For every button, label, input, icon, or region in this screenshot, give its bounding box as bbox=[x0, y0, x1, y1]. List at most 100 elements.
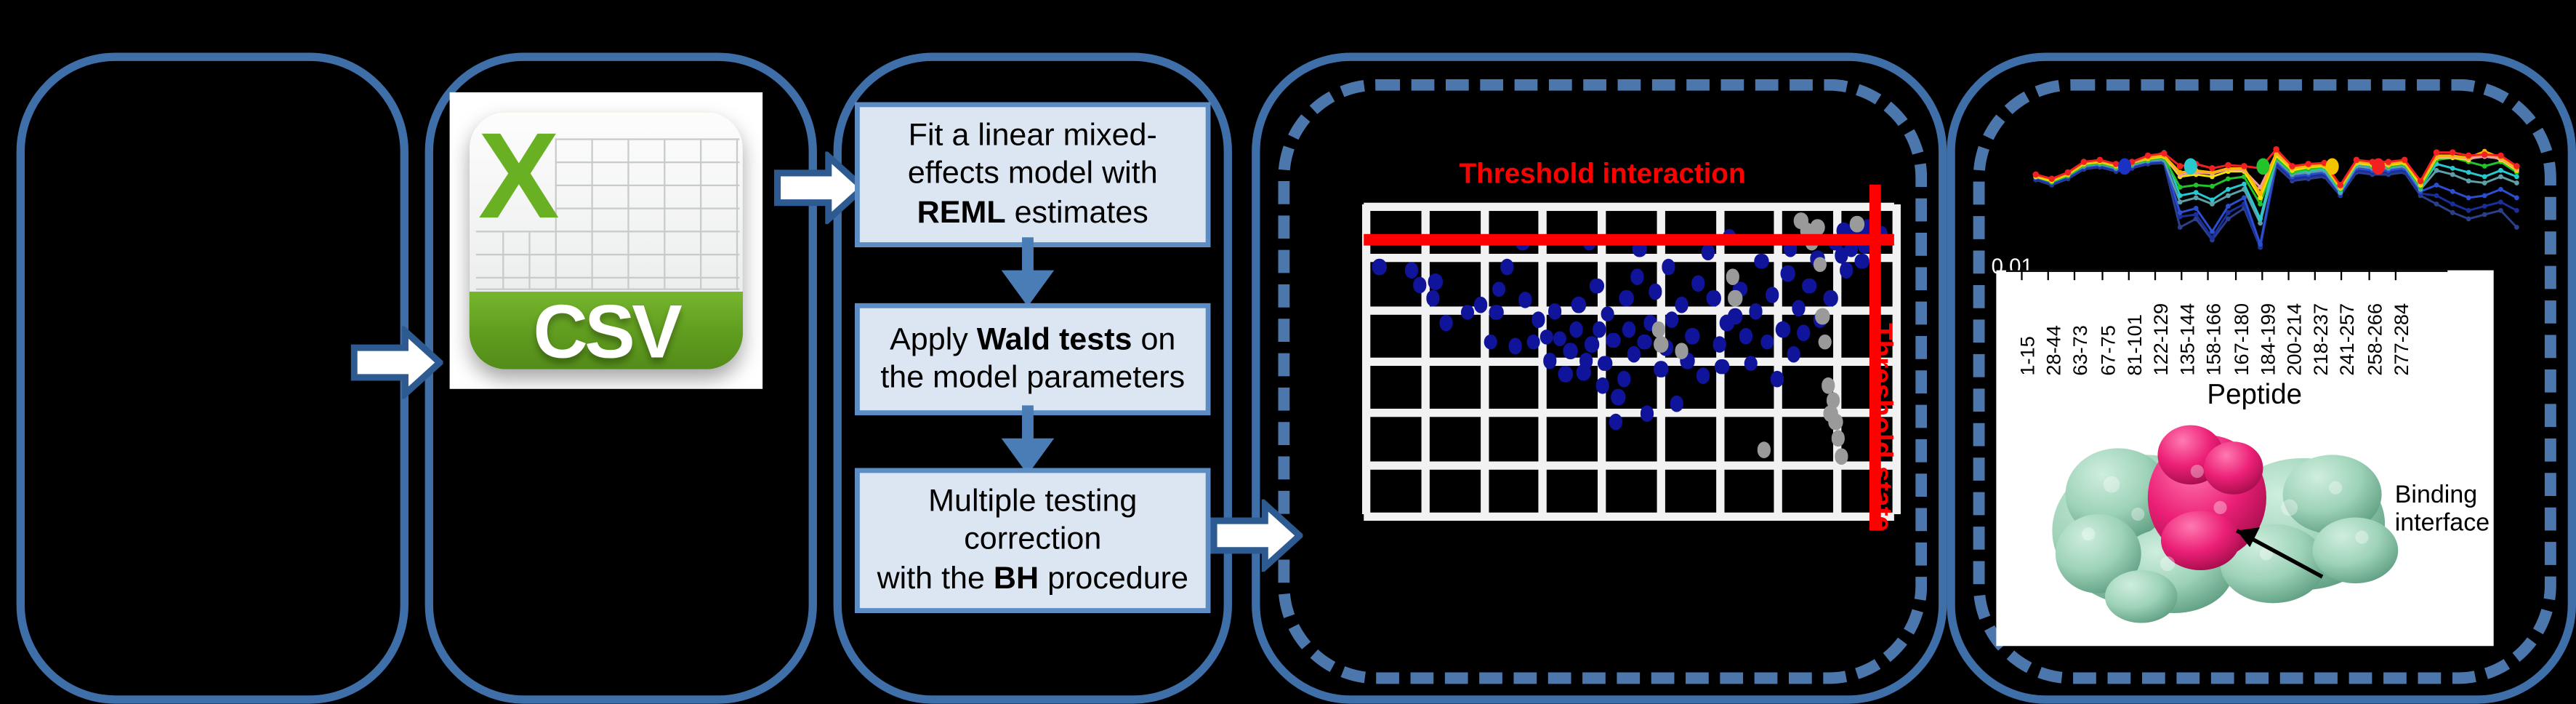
volcano-point-significant bbox=[1797, 324, 1811, 341]
peptide-series-marker bbox=[2450, 201, 2455, 207]
volcano-point-nonsignificant bbox=[1818, 333, 1832, 351]
volcano-point-significant bbox=[1547, 303, 1562, 319]
peptide-series-marker bbox=[2466, 207, 2471, 213]
volcano-point-significant bbox=[1696, 367, 1710, 384]
peptide-xtick-mark bbox=[2394, 270, 2396, 281]
volcano-point-significant bbox=[1579, 352, 1594, 369]
peptide-series-marker bbox=[2144, 152, 2152, 159]
flowbox-correction[interactable]: Multiple testing correction with the BH … bbox=[855, 468, 1211, 613]
peptide-series-marker bbox=[2177, 214, 2183, 220]
flowbox-model-line1: Fit a linear mixed- bbox=[908, 119, 1157, 154]
peptide-series-marker bbox=[2096, 156, 2104, 164]
peptide-series-marker bbox=[2225, 161, 2231, 169]
peptide-series-marker bbox=[2112, 161, 2120, 167]
peptide-xtick-mark bbox=[2181, 270, 2183, 281]
csv-label-band: CSV bbox=[469, 288, 743, 369]
peptide-xtick-mark bbox=[2154, 270, 2157, 281]
peptide-series-marker bbox=[2434, 193, 2439, 199]
volcano-point-significant bbox=[1770, 371, 1784, 388]
volcano-point-significant bbox=[1802, 278, 1816, 295]
volcano-point-nonsignificant bbox=[1815, 308, 1830, 326]
flowbox-correction-line2: correction bbox=[964, 523, 1102, 558]
peptide-series-marker bbox=[2160, 150, 2168, 157]
peptide-xtick-label: 167-180 bbox=[2229, 303, 2253, 376]
peptide-series-marker bbox=[2385, 159, 2392, 165]
peptide-series-marker bbox=[2210, 235, 2215, 241]
volcano-point-nonsignificant bbox=[1813, 256, 1827, 273]
volcano-point-significant bbox=[1571, 296, 1586, 313]
peptide-xtick-label: 81-101 bbox=[2122, 313, 2146, 376]
peptide-series-marker bbox=[2449, 149, 2456, 156]
peptide-series-marker bbox=[2258, 201, 2263, 207]
peptide-series-marker bbox=[2450, 188, 2455, 194]
peptide-xtick-label: 258-266 bbox=[2362, 303, 2386, 376]
peptide-xtick-mark bbox=[2287, 270, 2290, 281]
volcano-point-significant bbox=[1526, 333, 1541, 351]
peptide-series-marker bbox=[2210, 228, 2215, 234]
peptide-series-marker bbox=[2177, 199, 2183, 205]
volcano-point-significant bbox=[1712, 337, 1726, 353]
peptide-series-marker bbox=[2498, 199, 2503, 205]
binding-interface-label: Binding interface bbox=[2395, 481, 2490, 538]
panel-results-dashed bbox=[1973, 79, 2556, 684]
peptide-xtick-label: 200-214 bbox=[2282, 303, 2306, 376]
volcano-point-significant bbox=[1834, 247, 1848, 263]
peptide-xtick-mark bbox=[2314, 270, 2317, 281]
peptide-series-marker bbox=[2450, 209, 2455, 215]
peptide-xtick-label: 67-75 bbox=[2096, 325, 2120, 376]
peptide-series-marker bbox=[2258, 241, 2263, 247]
peptide-series-marker bbox=[2482, 204, 2487, 209]
peptide-xtick-mark bbox=[2367, 270, 2370, 281]
volcano-point-significant bbox=[1654, 361, 1668, 378]
csv-x-letter: X bbox=[478, 112, 560, 244]
volcano-vline bbox=[1538, 204, 1547, 514]
peptide-series-marker bbox=[2177, 185, 2183, 190]
peptide-series-marker bbox=[2193, 212, 2199, 217]
peptide-series-marker bbox=[2193, 183, 2199, 188]
panel-input bbox=[16, 52, 408, 704]
volcano-point-significant bbox=[1484, 333, 1498, 351]
peptide-series-marker bbox=[2273, 145, 2279, 153]
volcano-point-significant bbox=[1739, 327, 1753, 344]
peptide-series-marker bbox=[2048, 175, 2056, 183]
volcano-point-significant bbox=[1539, 329, 1554, 345]
volcano-point-significant bbox=[1781, 265, 1795, 282]
volcano-point-significant bbox=[1372, 259, 1387, 276]
threshold-state-label: Threshold state bbox=[1866, 323, 1898, 532]
flowbox-correction-bold: BH bbox=[993, 561, 1039, 596]
volcano-point-nonsignificant bbox=[1810, 219, 1824, 236]
peptide-series-marker bbox=[2498, 174, 2503, 180]
flowbox-model[interactable]: Fit a linear mixed- effects model with R… bbox=[855, 102, 1211, 247]
volcano-point-significant bbox=[1518, 292, 1533, 308]
peptide-series-marker bbox=[2242, 195, 2247, 201]
volcano-point-significant bbox=[1638, 333, 1652, 351]
flowbox-wald-text: Apply Wald tests on the model parameters bbox=[864, 321, 1202, 397]
peptide-series-marker bbox=[2337, 182, 2344, 188]
peptide-xtick-mark bbox=[2207, 270, 2210, 281]
peptide-series-marker bbox=[2466, 195, 2471, 201]
peptide-legend bbox=[2013, 158, 2527, 188]
peptide-series-marker bbox=[2258, 220, 2263, 226]
peptide-series-marker bbox=[2434, 183, 2439, 188]
peptide-series-marker bbox=[2193, 195, 2199, 201]
flowbox-wald-pre: Apply bbox=[890, 322, 977, 358]
peptide-series-marker bbox=[2434, 167, 2439, 173]
peptide-xtick-label: 1-15 bbox=[2016, 336, 2040, 376]
peptide-series-marker bbox=[2482, 164, 2487, 169]
peptide-series-marker bbox=[2032, 171, 2040, 178]
peptide-series-marker bbox=[2498, 167, 2503, 173]
peptide-xtick-mark bbox=[2234, 270, 2237, 281]
flowbox-model-post: estimates bbox=[1005, 195, 1148, 231]
volcano-hline bbox=[1364, 461, 1894, 470]
arrow-1 bbox=[350, 326, 443, 399]
volcano-point-significant bbox=[1563, 343, 1578, 359]
flowbox-wald[interactable]: Apply Wald tests on the model parameters bbox=[855, 303, 1211, 416]
peptide-axis-card: 1-15 28-44 63-73 67-75 81-101 122-129 135-144 1… bbox=[1996, 270, 2494, 647]
volcano-point-nonsignificant bbox=[1654, 337, 1668, 353]
peptide-series-marker bbox=[2258, 191, 2263, 196]
volcano-vline bbox=[1774, 204, 1782, 514]
peptide-lines-svg bbox=[2032, 145, 2520, 250]
flowbox-wald-bold: Wald tests bbox=[976, 322, 1132, 358]
volcano-point-significant bbox=[1715, 358, 1729, 375]
peptide-series-marker bbox=[2514, 207, 2519, 213]
